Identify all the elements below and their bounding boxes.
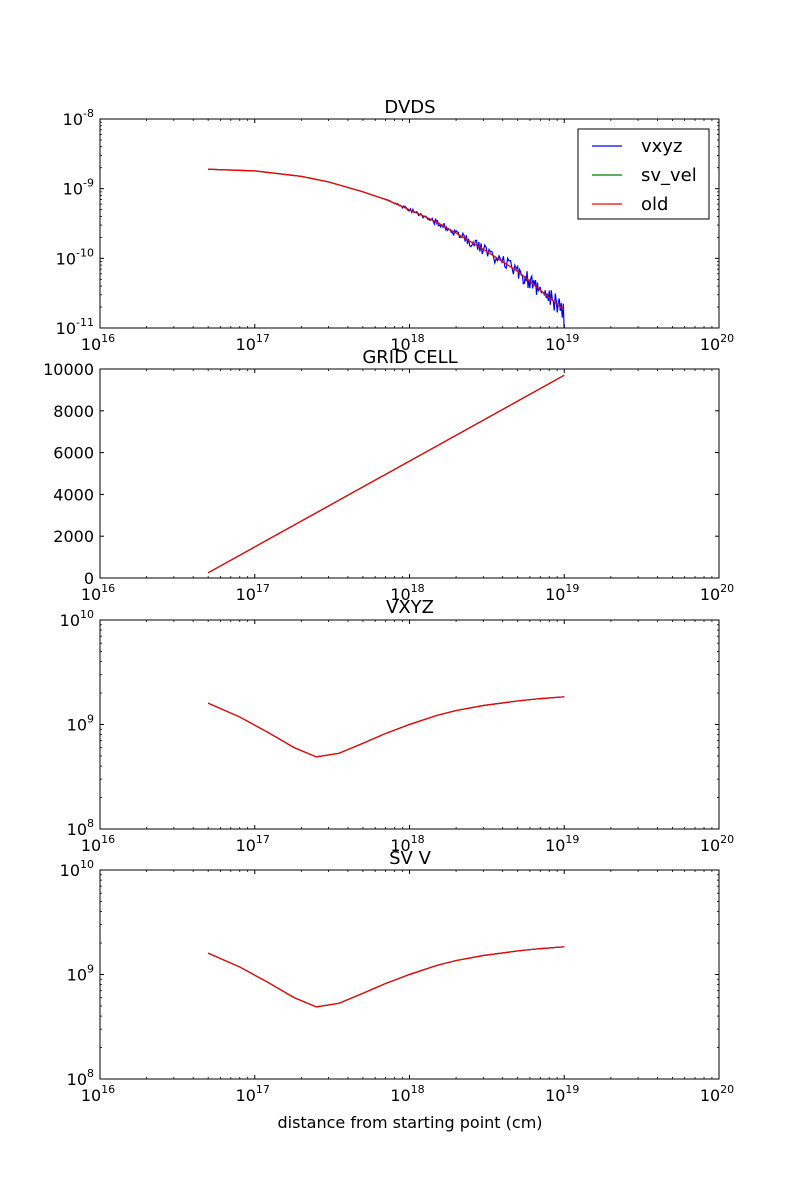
grid-cell-y-tick-label: 6000: [53, 444, 94, 463]
vxyz-panel: VXYZ 1016 1017 1018 1019 1020 108 109 1010: [60, 597, 735, 855]
grid-cell-x-tick-label: 1016: [81, 582, 115, 604]
grid-cell-x-tick-label: 1019: [545, 582, 579, 604]
grid-cell-y-tick-label: 0: [84, 569, 94, 588]
dvds-x-tick-label: 1019: [545, 332, 579, 354]
sv-v-series-group: [207, 946, 565, 1008]
sv-v-y-tick-label: 1010: [60, 858, 94, 880]
sv-v-panel: SV V 1016 1017 1018 1019 1020 108 109 1010: [60, 848, 735, 1105]
grid-cell-series-line-series-2: [207, 374, 565, 574]
dvds-x-tick-label: 1020: [700, 332, 734, 354]
vxyz-y-tick-label: 108: [67, 817, 94, 839]
grid-cell-x-tick-label: 1018: [390, 582, 424, 604]
vxyz-title: VXYZ: [386, 597, 434, 618]
dvds-panel: DVDS 1016 1017 1018 1019 102010-1110-1010-91…: [56, 97, 735, 354]
dvds-plot-area: 1016 1017 1018 1019 1020 10-11 10-10 10-9 10-8 vx…: [56, 107, 735, 354]
vxyz-x-tick-label: 1016: [81, 833, 115, 855]
x-axis-label: distance from starting point (cm): [277, 1113, 542, 1132]
dvds-y-tick-label: 10-8: [63, 107, 94, 129]
grid-cell-y-tick-label: 10000: [43, 360, 94, 379]
sv-v-x-tick-label: 1018: [390, 1083, 424, 1105]
grid-cell-title: GRID CELL: [362, 347, 457, 368]
sv-v-x-tick-label: 1020: [700, 1083, 734, 1105]
dvds-legend-label-sv_vel: sv_vel: [641, 165, 697, 186]
sv-v-x-tick-label: 1016: [81, 1083, 115, 1105]
sv-v-y-tick-label: 108: [67, 1067, 94, 1089]
grid-cell-x-tick-label: 1020: [700, 582, 734, 604]
vxyz-series-line-series-2: [207, 696, 565, 758]
vxyz-x-tick-label: 1018: [390, 833, 424, 855]
sv-v-plot-area: 1016 1017 1018 1019 1020 108 109 1010: [60, 858, 735, 1105]
sv-v-x-tick-label: 1017: [236, 1083, 270, 1105]
dvds-y-tick-label: 10-9: [63, 177, 94, 199]
dvds-series-group: [208, 168, 565, 328]
dvds-legend-label-vxyz: vxyz: [641, 136, 682, 157]
vxyz-y-tick-label: 109: [67, 713, 94, 735]
sv-v-y-tick-label: 109: [67, 963, 94, 985]
dvds-legend-label-old: old: [641, 194, 668, 215]
sv-v-x-tick-label: 1019: [545, 1083, 579, 1105]
dvds-x-tick-label: 1017: [236, 332, 270, 354]
vxyz-x-tick-label: 1017: [236, 833, 270, 855]
dvds-x-tick-label: 1016: [81, 332, 115, 354]
grid-cell-y-tick-label: 2000: [53, 527, 94, 546]
grid-cell-x-tick-label: 1017: [236, 582, 270, 604]
grid-cell-series-group: [207, 374, 565, 574]
grid-cell-panel: GRID CELL 1016 1017 1018 1019 1020 0 2000 4000 6…: [43, 347, 734, 604]
dvds-x-tick-label: 1018: [390, 332, 424, 354]
sv-v-title: SV V: [389, 848, 431, 869]
vxyz-series-group: [207, 696, 565, 758]
vxyz-plot-area: 1016 1017 1018 1019 1020 108 109 1010: [60, 608, 735, 855]
vxyz-y-tick-label: 1010: [60, 608, 94, 630]
grid-cell-plot-area: 1016 1017 1018 1019 1020 0 2000 4000 6000 8000 100…: [43, 360, 734, 604]
vxyz-x-tick-label: 1020: [700, 833, 734, 855]
vxyz-x-tick-label: 1019: [545, 833, 579, 855]
sv-v-series-line-series-2: [207, 946, 565, 1008]
dvds-y-tick-label: 10-11: [56, 316, 94, 338]
grid-cell-y-tick-label: 8000: [53, 402, 94, 421]
grid-cell-y-tick-label: 4000: [53, 485, 94, 504]
dvds-series-line-old: [208, 168, 565, 311]
dvds-title: DVDS: [384, 97, 435, 118]
dvds-y-tick-label: 10-10: [56, 246, 94, 268]
